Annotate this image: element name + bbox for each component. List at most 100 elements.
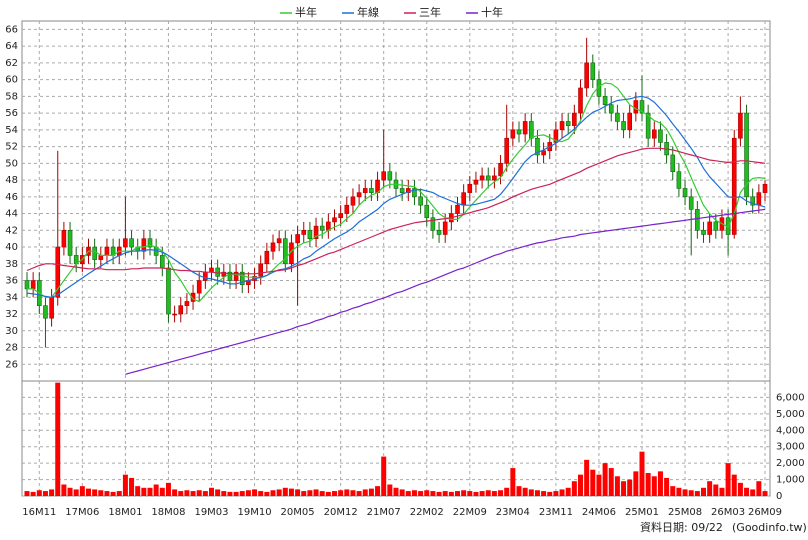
volume-bar bbox=[92, 489, 98, 496]
candle-body bbox=[442, 221, 448, 235]
volume-bar bbox=[295, 489, 301, 496]
volume-bar bbox=[639, 451, 645, 496]
y-tick-label: 46 bbox=[5, 192, 18, 203]
x-tick-label: 26M09 bbox=[748, 507, 782, 518]
candle-body bbox=[344, 204, 350, 214]
candle-body bbox=[270, 242, 276, 252]
volume-bar bbox=[73, 489, 79, 496]
volume-bar bbox=[338, 490, 344, 496]
volume-bar bbox=[368, 488, 374, 496]
candle-body bbox=[319, 225, 325, 231]
volume-bar bbox=[682, 489, 688, 496]
volume-bar bbox=[61, 484, 67, 496]
volume-bar bbox=[159, 487, 165, 496]
volume-bar bbox=[381, 456, 387, 496]
volume-bar bbox=[744, 487, 750, 496]
candle-body bbox=[381, 171, 387, 181]
x-tick-label: 17M06 bbox=[65, 507, 99, 518]
volume-bar bbox=[479, 491, 485, 496]
volume-bar bbox=[227, 491, 233, 496]
volume-bar bbox=[313, 489, 319, 496]
y-tick-label: 62 bbox=[5, 58, 18, 69]
volume-bar bbox=[129, 477, 135, 496]
volume-bar bbox=[116, 491, 122, 496]
volume-bar bbox=[614, 476, 620, 496]
candle-body bbox=[713, 221, 719, 231]
volume-bar bbox=[571, 481, 577, 496]
candle-body bbox=[295, 234, 300, 244]
candle-body bbox=[731, 137, 737, 235]
y-tick-label: 48 bbox=[5, 175, 18, 186]
candle-body bbox=[756, 192, 762, 206]
candle-body bbox=[338, 213, 343, 219]
candle-body bbox=[750, 196, 756, 206]
volume-bar bbox=[270, 490, 276, 496]
y-tick-label: 40 bbox=[5, 242, 18, 253]
candle-body bbox=[633, 100, 639, 114]
volume-bar bbox=[719, 487, 725, 496]
candle-body bbox=[498, 163, 503, 177]
y-tick-label: 28 bbox=[5, 343, 18, 354]
volume-bar bbox=[122, 474, 128, 496]
volume-bar bbox=[252, 489, 258, 496]
volume-bar bbox=[664, 477, 670, 496]
candle-body bbox=[43, 305, 48, 319]
volume-bar bbox=[528, 489, 534, 496]
x-tick-label: 22M09 bbox=[453, 507, 487, 518]
volume-bar bbox=[399, 489, 405, 496]
volume-bar bbox=[461, 490, 467, 496]
volume-bar bbox=[737, 482, 743, 496]
y-tick-label: 42 bbox=[5, 225, 18, 236]
volume-bar bbox=[153, 484, 159, 496]
candle-body bbox=[178, 305, 184, 315]
x-tick-label: 20M05 bbox=[281, 507, 315, 518]
candle-body bbox=[362, 188, 368, 193]
volume-bar bbox=[627, 479, 633, 496]
volume-bar bbox=[608, 468, 614, 496]
candle-body bbox=[92, 246, 97, 260]
candle-body bbox=[467, 183, 473, 193]
candle-body bbox=[695, 209, 700, 231]
candle-body bbox=[572, 112, 577, 126]
candle-body bbox=[307, 230, 313, 239]
volume-bar bbox=[110, 491, 116, 496]
y-tick-label: 54 bbox=[5, 125, 18, 136]
volume-bar bbox=[651, 476, 657, 496]
volume-bar bbox=[245, 490, 251, 496]
candle-body bbox=[399, 188, 405, 193]
volume-bar bbox=[141, 487, 147, 496]
candle-body bbox=[387, 171, 393, 181]
candle-body bbox=[369, 188, 374, 193]
candle-body bbox=[553, 129, 559, 143]
candle-body bbox=[141, 238, 147, 252]
y2-tick-label: 4,000 bbox=[776, 425, 805, 436]
candle-body bbox=[227, 271, 233, 281]
volume-bar bbox=[547, 491, 553, 496]
volume-bar bbox=[559, 489, 565, 496]
candle-body bbox=[492, 175, 497, 181]
volume-bar bbox=[731, 474, 737, 496]
volume-bar bbox=[448, 491, 454, 496]
candle-body bbox=[670, 154, 676, 172]
y-tick-label: 36 bbox=[5, 276, 18, 287]
candle-body bbox=[356, 192, 362, 198]
candle-body bbox=[203, 271, 208, 281]
candle-body bbox=[522, 121, 528, 135]
x-tick-label: 26M03 bbox=[711, 507, 745, 518]
volume-bar bbox=[541, 491, 547, 496]
ma-line bbox=[125, 208, 766, 375]
volume-bar bbox=[221, 491, 227, 496]
y2-tick-label: 1,000 bbox=[776, 475, 805, 486]
candle-body bbox=[209, 267, 214, 273]
volume-bar bbox=[209, 487, 214, 496]
volume-bar bbox=[590, 469, 596, 496]
volume-bar bbox=[356, 491, 362, 496]
candle-body bbox=[424, 204, 430, 219]
volume-bar bbox=[190, 491, 196, 496]
x-tick-label: 16M11 bbox=[22, 507, 56, 518]
volume-bar bbox=[418, 491, 424, 496]
date-note: 資料日期: 09/22 bbox=[640, 520, 723, 534]
candle-body bbox=[485, 175, 491, 181]
volume-bar bbox=[713, 484, 719, 496]
